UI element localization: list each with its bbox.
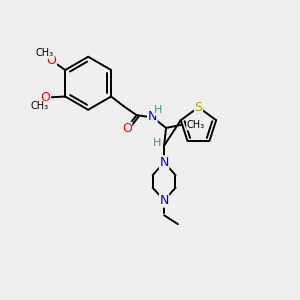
Text: H: H [154,105,162,115]
Text: N: N [159,194,169,207]
Text: S: S [194,101,202,114]
Text: CH₃: CH₃ [187,120,205,130]
Text: N: N [159,156,169,169]
Text: CH₃: CH₃ [36,48,54,58]
Text: H: H [153,138,161,148]
Text: N: N [148,110,157,123]
Text: O: O [46,54,56,67]
Text: O: O [40,91,50,104]
Text: CH₃: CH₃ [31,101,49,111]
Text: O: O [122,122,132,135]
